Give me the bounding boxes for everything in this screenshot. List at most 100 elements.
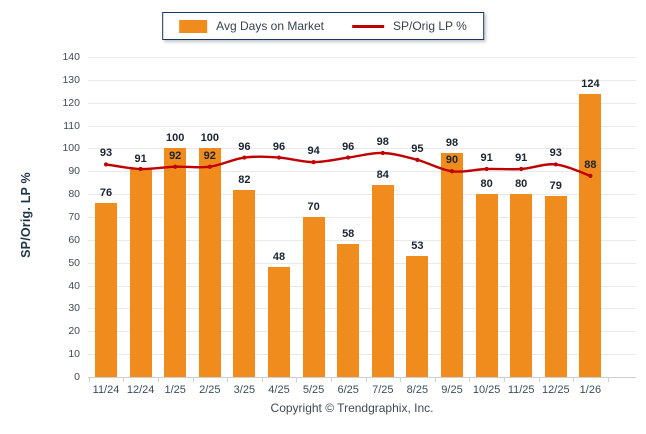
grid-line — [88, 285, 636, 287]
grid-line — [88, 79, 636, 81]
bar-value-label: 80 — [480, 178, 493, 191]
bar-value-label: 53 — [411, 239, 424, 252]
y-tick-label: 10 — [68, 348, 80, 361]
x-axis-tick — [503, 378, 505, 382]
x-tick-label: 5/25 — [302, 384, 325, 396]
bar-swatch-icon — [179, 19, 208, 33]
bar-value-label: 100 — [200, 132, 219, 145]
grid-line — [88, 354, 636, 356]
line-marker — [242, 155, 247, 160]
x-tick-label: 12/25 — [542, 384, 570, 396]
x-axis-tick — [157, 378, 159, 382]
x-axis-tick — [88, 378, 90, 382]
legend-item-avg-days: Avg Days on Market — [179, 19, 324, 33]
y-tick-label: 90 — [68, 165, 80, 178]
x-tick-label: 4/25 — [268, 384, 290, 396]
x-axis-tick — [296, 378, 298, 382]
line-marker — [276, 155, 282, 160]
x-tick-label: 2/25 — [199, 384, 221, 396]
x-axis-tick — [400, 378, 402, 382]
bar-8-25 — [406, 255, 429, 377]
y-tick-label: 130 — [62, 73, 80, 86]
bar-9-25 — [441, 153, 463, 377]
x-tick-label: 7/25 — [372, 384, 394, 396]
x-tick-label: 11/24 — [92, 384, 120, 396]
y-tick-label: 140 — [62, 51, 80, 63]
bar-value-label: 80 — [515, 178, 528, 191]
y-tick-label: 20 — [68, 325, 80, 338]
x-axis-tick — [365, 378, 367, 382]
line-value-label: 96 — [238, 140, 251, 153]
x-axis-tick — [123, 378, 125, 382]
grid-line — [88, 148, 636, 150]
bar-6-25 — [337, 244, 360, 377]
bar-value-label: 58 — [342, 228, 355, 241]
line-value-label: 88 — [584, 158, 597, 171]
x-tick-label: 3/25 — [233, 384, 256, 396]
x-tick-label: 1/26 — [579, 384, 602, 396]
line-marker — [311, 160, 316, 165]
y-tick-label: 80 — [68, 188, 80, 201]
y-axis-title: SP/Orig. LP % — [19, 172, 33, 258]
line-value-label: 96 — [342, 140, 355, 153]
grid-line — [88, 308, 636, 310]
bar-12-25 — [544, 196, 567, 377]
line-marker — [103, 162, 109, 167]
bar-1-26 — [579, 93, 602, 377]
chart-legend: Avg Days on Market SP/Orig LP % — [162, 12, 484, 40]
grid-line — [88, 194, 636, 196]
x-axis-tick — [330, 378, 332, 382]
grid-line — [88, 331, 636, 333]
x-tick-label: 8/25 — [406, 384, 429, 396]
x-axis-tick — [607, 378, 609, 382]
bar-value-label: 98 — [445, 137, 459, 149]
y-tick-label: 0 — [74, 371, 80, 383]
grid-line — [88, 239, 636, 241]
bar-value-label: 70 — [307, 201, 320, 213]
line-marker — [346, 155, 351, 160]
x-axis-tick — [261, 378, 263, 382]
bar-value-label: 76 — [99, 187, 113, 200]
x-tick-label: 12/24 — [126, 384, 155, 396]
bar-value-label: 48 — [272, 251, 286, 264]
line-marker — [380, 150, 385, 156]
bar-11-25 — [510, 194, 533, 377]
bar-value-label: 124 — [581, 77, 600, 90]
bar-value-label: 82 — [238, 173, 251, 186]
grid-line — [88, 217, 636, 218]
y-tick-label: 60 — [68, 233, 80, 246]
bar-value-label: 100 — [166, 132, 185, 145]
y-tick-label: 120 — [62, 96, 80, 109]
line-swatch-icon — [352, 24, 385, 28]
line-value-label: 93 — [549, 147, 562, 160]
bar-4-25 — [268, 267, 290, 377]
bar-2-25 — [198, 148, 221, 377]
x-tick-label: 1/25 — [164, 384, 186, 396]
bar-11-24 — [95, 203, 117, 377]
x-tick-label: 9/25 — [441, 384, 463, 396]
y-tick-label: 40 — [68, 279, 80, 292]
y-tick-label: 110 — [63, 119, 80, 132]
line-marker — [553, 162, 558, 167]
legend-label-avg-days: Avg Days on Market — [216, 19, 325, 33]
y-tick-label: 70 — [68, 211, 80, 223]
y-tick-label: 50 — [68, 256, 80, 269]
legend-label-sp-orig-lp: SP/Orig LP % — [393, 19, 467, 33]
legend-item-sp-orig-lp: SP/Orig LP % — [352, 19, 467, 33]
y-tick-label: 30 — [68, 302, 80, 315]
bar-1-25 — [164, 148, 187, 377]
bar-7-25 — [371, 185, 394, 377]
y-tick-label: 100 — [62, 142, 80, 155]
x-axis-line — [88, 377, 636, 378]
bar-5-25 — [302, 217, 325, 377]
x-axis-tick — [573, 378, 575, 382]
bar-value-label: 79 — [549, 180, 562, 193]
line-marker — [415, 157, 420, 162]
x-tick-label: 6/25 — [337, 384, 359, 396]
grid-line — [88, 262, 636, 264]
grid-line — [88, 102, 636, 104]
x-axis-tick — [192, 378, 194, 382]
bar-12-24 — [129, 169, 152, 377]
bar-3-25 — [233, 189, 256, 377]
